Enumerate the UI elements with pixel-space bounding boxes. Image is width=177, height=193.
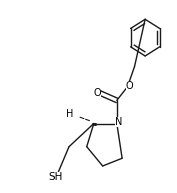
Text: N: N <box>115 117 123 127</box>
Text: H: H <box>66 109 74 119</box>
Text: O: O <box>93 88 101 98</box>
Text: SH: SH <box>48 172 63 182</box>
Text: O: O <box>126 81 133 91</box>
